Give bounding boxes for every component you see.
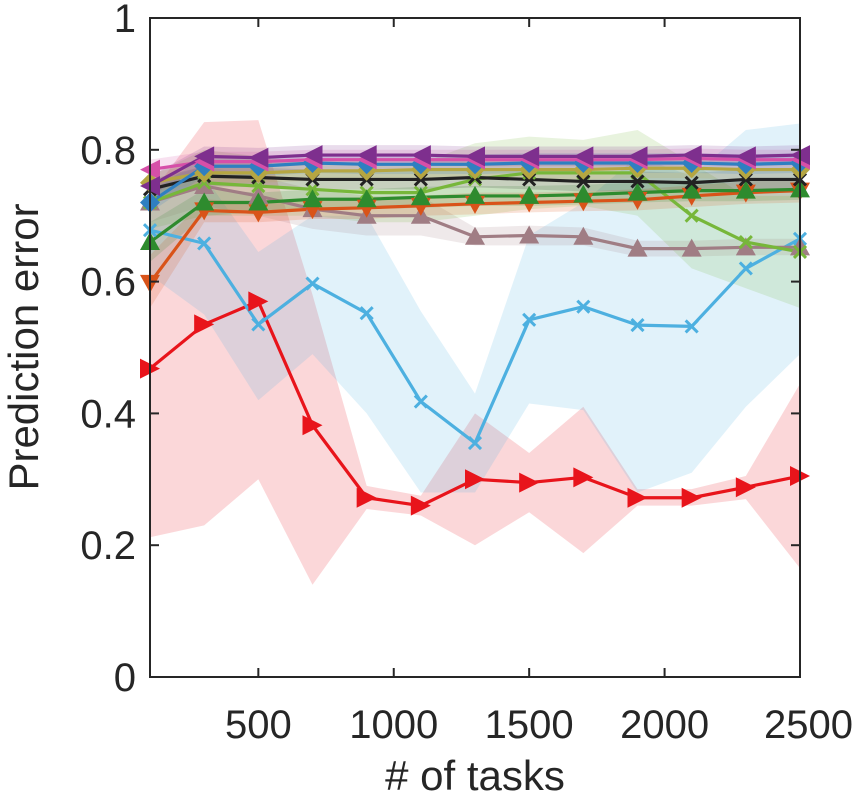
green-up-triangle-point (356, 189, 377, 208)
x-axis-title: # of tasks (385, 752, 565, 799)
green-up-triangle-point (194, 192, 215, 211)
red-right-triangle-point (519, 472, 540, 493)
y-tick-label: 0.4 (80, 392, 136, 436)
mauve-up-triangle-point (519, 225, 540, 244)
red-right-triangle-point (410, 495, 431, 516)
y-tick-label: 0 (114, 656, 136, 700)
y-tick-label: 0.8 (80, 129, 136, 173)
purple-left-triangle-point (302, 145, 323, 166)
green-up-triangle-point (410, 187, 431, 206)
green-up-triangle-point (735, 180, 756, 199)
green-up-triangle-point (302, 189, 323, 208)
plot-frame (149, 17, 801, 678)
y-tick-label: 1 (114, 0, 136, 41)
x-tick-label: 1000 (349, 703, 438, 747)
purple-left-triangle-point (356, 145, 377, 166)
red-right-triangle-point (681, 487, 702, 508)
black-x-point (576, 174, 591, 189)
green-up-triangle-point (248, 192, 269, 211)
x-tick-label: 2500 (764, 703, 853, 747)
x-tick-label: 500 (225, 703, 292, 747)
red-right-triangle-point (573, 467, 594, 488)
red-right-triangle-point (465, 469, 485, 490)
light-blue-x-point (251, 317, 266, 332)
light-green-x-point (684, 208, 699, 223)
purple-left-triangle-point (681, 145, 702, 166)
mauve-up-triangle-point (735, 237, 756, 256)
black-x-point (630, 174, 645, 189)
purple-left-triangle-point (248, 147, 269, 168)
red-right-triangle-point (194, 314, 215, 335)
light-blue-x-point (522, 312, 537, 327)
purple-left-triangle-point (519, 146, 540, 167)
light-blue-x-point (684, 319, 699, 334)
x-tick-label: 2000 (620, 703, 709, 747)
light-blue-x-point (197, 236, 212, 251)
purple-left-triangle-point (735, 146, 756, 167)
light-blue-x-point (359, 306, 374, 321)
y-tick-label: 0.2 (80, 524, 136, 568)
light-blue-x-point (413, 394, 428, 409)
mauve-up-triangle-point (627, 238, 648, 257)
green-up-triangle-point (627, 182, 648, 201)
mauve-up-triangle-point (573, 226, 594, 245)
light-blue-x-point (576, 299, 591, 314)
light-blue-x-point (467, 435, 483, 451)
green-up-triangle-point (681, 180, 702, 199)
black-x-point (684, 175, 699, 190)
green-up-triangle-point (573, 184, 594, 203)
green-up-triangle-point (519, 185, 540, 204)
purple-left-triangle-point (627, 146, 648, 167)
mauve-up-triangle-point (465, 226, 485, 245)
y-tick-label: 0.6 (80, 261, 136, 305)
red-right-triangle-point (302, 415, 323, 436)
purple-left-triangle-point (573, 146, 594, 167)
green-up-triangle-point (465, 185, 485, 204)
y-axis-title: Prediction error (0, 203, 47, 490)
red-right-triangle-point (356, 487, 377, 508)
purple-left-triangle-point (194, 146, 215, 167)
red-right-triangle-point (248, 291, 269, 312)
mauve-up-triangle-point (681, 238, 702, 257)
purple-left-triangle-point (465, 146, 485, 167)
red-right-triangle-band (150, 120, 800, 585)
light-blue-x-point (738, 261, 753, 276)
light-green-x-point (738, 234, 753, 250)
red-right-triangle-point (735, 477, 756, 498)
x-tick-label: 1500 (485, 703, 574, 747)
red-right-triangle-point (627, 487, 648, 508)
light-blue-x-point (305, 276, 320, 291)
light-blue-x-point (630, 318, 645, 333)
purple-left-triangle-point (410, 145, 431, 166)
